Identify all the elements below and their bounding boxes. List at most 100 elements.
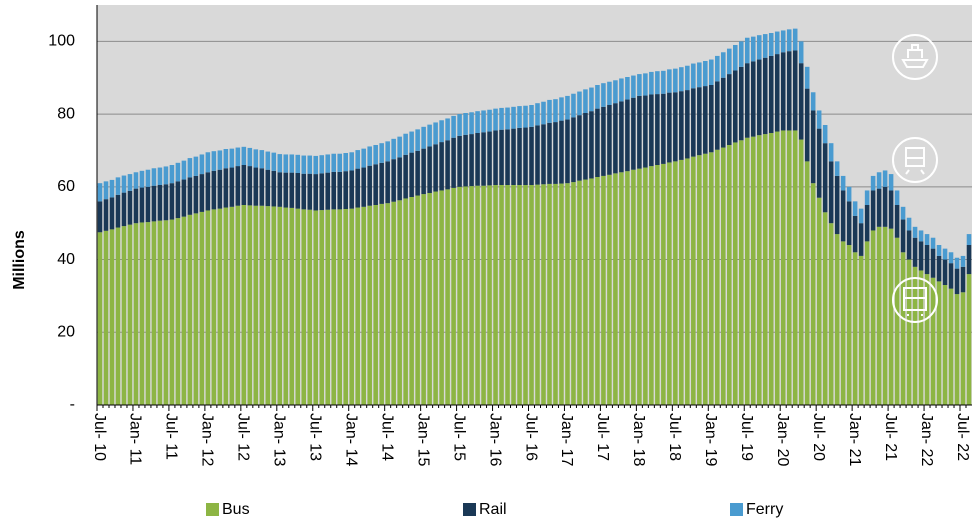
bar-segment xyxy=(475,185,480,405)
bar-segment xyxy=(727,74,732,145)
bar-segment xyxy=(283,207,289,405)
bar-segment xyxy=(391,201,396,405)
bar-segment xyxy=(924,245,930,275)
bar-segment xyxy=(792,50,798,131)
bar-segment xyxy=(792,130,798,406)
bar-segment xyxy=(457,186,462,405)
x-tick-label: Jan- 21 xyxy=(846,413,863,466)
bar-segment xyxy=(565,119,570,184)
y-tick-label: 80 xyxy=(57,105,75,122)
bar-segment xyxy=(127,190,133,225)
bar-segment xyxy=(433,144,438,192)
bar-segment xyxy=(211,209,217,405)
bar-segment xyxy=(103,181,109,200)
bar-segment xyxy=(529,105,534,127)
bar-segment xyxy=(421,194,426,405)
x-tick-label: Jan- 15 xyxy=(414,413,431,466)
bar-segment xyxy=(103,230,109,405)
bar-segment xyxy=(235,205,241,405)
bar-segment xyxy=(373,164,378,205)
bar-segment xyxy=(894,205,900,238)
bar-segment xyxy=(379,203,384,405)
x-tick-label: Jul- 10 xyxy=(91,413,108,461)
bar-segment xyxy=(163,184,169,221)
bar-segment xyxy=(930,248,936,278)
bar-segment xyxy=(774,54,780,132)
bar-segment xyxy=(109,197,115,230)
bar-segment xyxy=(211,170,217,210)
bar-segment xyxy=(517,127,522,185)
bar-segment xyxy=(762,57,768,135)
bar-segment xyxy=(367,146,372,166)
bar-segment xyxy=(697,155,702,405)
plot-area xyxy=(97,5,972,405)
bar-segment xyxy=(319,173,325,211)
bar-segment xyxy=(427,193,432,405)
bar-segment xyxy=(475,111,480,133)
bar-segment xyxy=(780,130,786,406)
bar-segment xyxy=(403,198,408,405)
bar-segment xyxy=(547,122,552,184)
bar-segment xyxy=(960,292,966,405)
bar-segment xyxy=(127,224,133,405)
bar-segment xyxy=(810,110,816,184)
bar-segment xyxy=(379,162,384,204)
bar-segment xyxy=(385,161,390,204)
bar-segment xyxy=(643,95,648,168)
bar-segment xyxy=(679,159,684,405)
bar-segment xyxy=(840,175,846,191)
bar-segment xyxy=(936,245,942,256)
bar-segment xyxy=(445,189,450,405)
bar-segment xyxy=(864,205,870,242)
bar-segment xyxy=(409,131,414,153)
bar-segment xyxy=(169,165,175,184)
bar-segment xyxy=(499,107,504,130)
bar-segment xyxy=(738,41,744,67)
bar-segment xyxy=(175,181,181,219)
bar-segment xyxy=(331,209,337,405)
bar-segment xyxy=(523,185,528,405)
legend-label: Rail xyxy=(479,501,507,518)
bar-segment xyxy=(942,259,948,285)
bar-segment xyxy=(181,160,187,180)
bar-segment xyxy=(846,245,852,405)
bus-icon xyxy=(892,277,938,323)
bar-segment xyxy=(804,66,810,89)
bar-segment xyxy=(391,159,396,202)
bar-segment xyxy=(229,148,235,168)
bar-segment xyxy=(559,183,564,405)
bar-segment xyxy=(439,190,444,405)
bar-segment xyxy=(685,65,690,91)
x-tick-label: Jan- 20 xyxy=(774,413,791,466)
bar-segment xyxy=(139,170,145,188)
bar-segment xyxy=(133,188,139,224)
bar-segment xyxy=(367,165,372,206)
bar-segment xyxy=(427,124,432,147)
ferry-icon xyxy=(892,34,938,80)
bar-segment xyxy=(721,147,726,405)
bar-segment xyxy=(547,183,552,405)
bar-segment xyxy=(804,161,810,405)
bar-segment xyxy=(601,83,606,107)
bar-segment xyxy=(271,152,277,171)
bar-segment xyxy=(643,73,648,96)
x-tick-label: Jul- 22 xyxy=(954,413,971,461)
bar-segment xyxy=(463,186,468,405)
bar-segment xyxy=(846,201,852,245)
bar-segment xyxy=(966,245,972,275)
bar-segment xyxy=(247,147,253,167)
bar-segment xyxy=(115,194,121,228)
bar-segment xyxy=(367,205,372,405)
x-tick-label: Jan- 14 xyxy=(342,413,359,466)
bar-segment xyxy=(810,183,816,405)
bar-segment xyxy=(337,171,342,210)
bar-segment xyxy=(337,153,342,172)
bar-segment xyxy=(816,110,822,129)
bar-segment xyxy=(523,127,528,185)
bar-segment xyxy=(301,173,307,210)
bar-segment xyxy=(649,71,654,95)
bar-segment xyxy=(103,199,109,231)
bar-segment xyxy=(193,175,199,214)
bar-segment xyxy=(139,222,145,405)
bar-segment xyxy=(601,175,606,405)
